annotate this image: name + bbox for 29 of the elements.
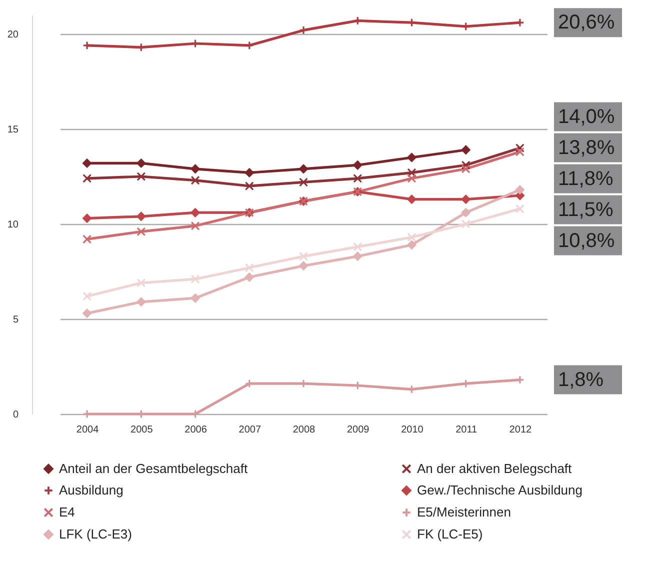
legend-label: Ausbildung — [59, 482, 124, 498]
x-tick-label: 2005 — [130, 424, 154, 436]
y-tick-label: 20 — [7, 30, 19, 40]
annotation: 13,8% — [558, 136, 615, 159]
annotation: 11,5% — [558, 198, 614, 221]
legend-label: Gew./Technische Ausbildung — [417, 482, 582, 498]
x-tick-label: 2007 — [238, 424, 262, 436]
x-tick-label: 2006 — [184, 424, 208, 436]
x-tick-label: 2010 — [401, 424, 424, 436]
x-tick-label: 2012 — [509, 424, 532, 436]
x-tick-label: 2009 — [346, 424, 370, 436]
annotation: 11,8% — [558, 168, 614, 190]
annotation: 10,8% — [558, 230, 615, 252]
x-tick-label: 2004 — [76, 424, 100, 436]
x-tick-label: 2011 — [456, 424, 478, 436]
legend-label: LFK (LC-E3) — [59, 526, 132, 542]
legend-label: FK (LC-E5) — [417, 526, 483, 542]
legend-label: An der aktiven Belegschaft — [417, 460, 572, 476]
legend-label: E4 — [59, 504, 75, 520]
annotation: 20,6% — [558, 12, 615, 34]
legend-label: E5/Meisterinnen — [417, 504, 511, 520]
legend-label: Anteil an der Gesamtbelegschaft — [59, 460, 248, 476]
y-tick-label: 5 — [12, 314, 19, 326]
y-tick-label: 15 — [7, 124, 19, 136]
y-tick-label: 10 — [7, 220, 19, 230]
x-tick-label: 2008 — [292, 424, 316, 436]
annotation: 1,8% — [558, 368, 604, 391]
y-tick-label: 0 — [12, 410, 19, 420]
annotation: 14,0% — [558, 106, 615, 128]
